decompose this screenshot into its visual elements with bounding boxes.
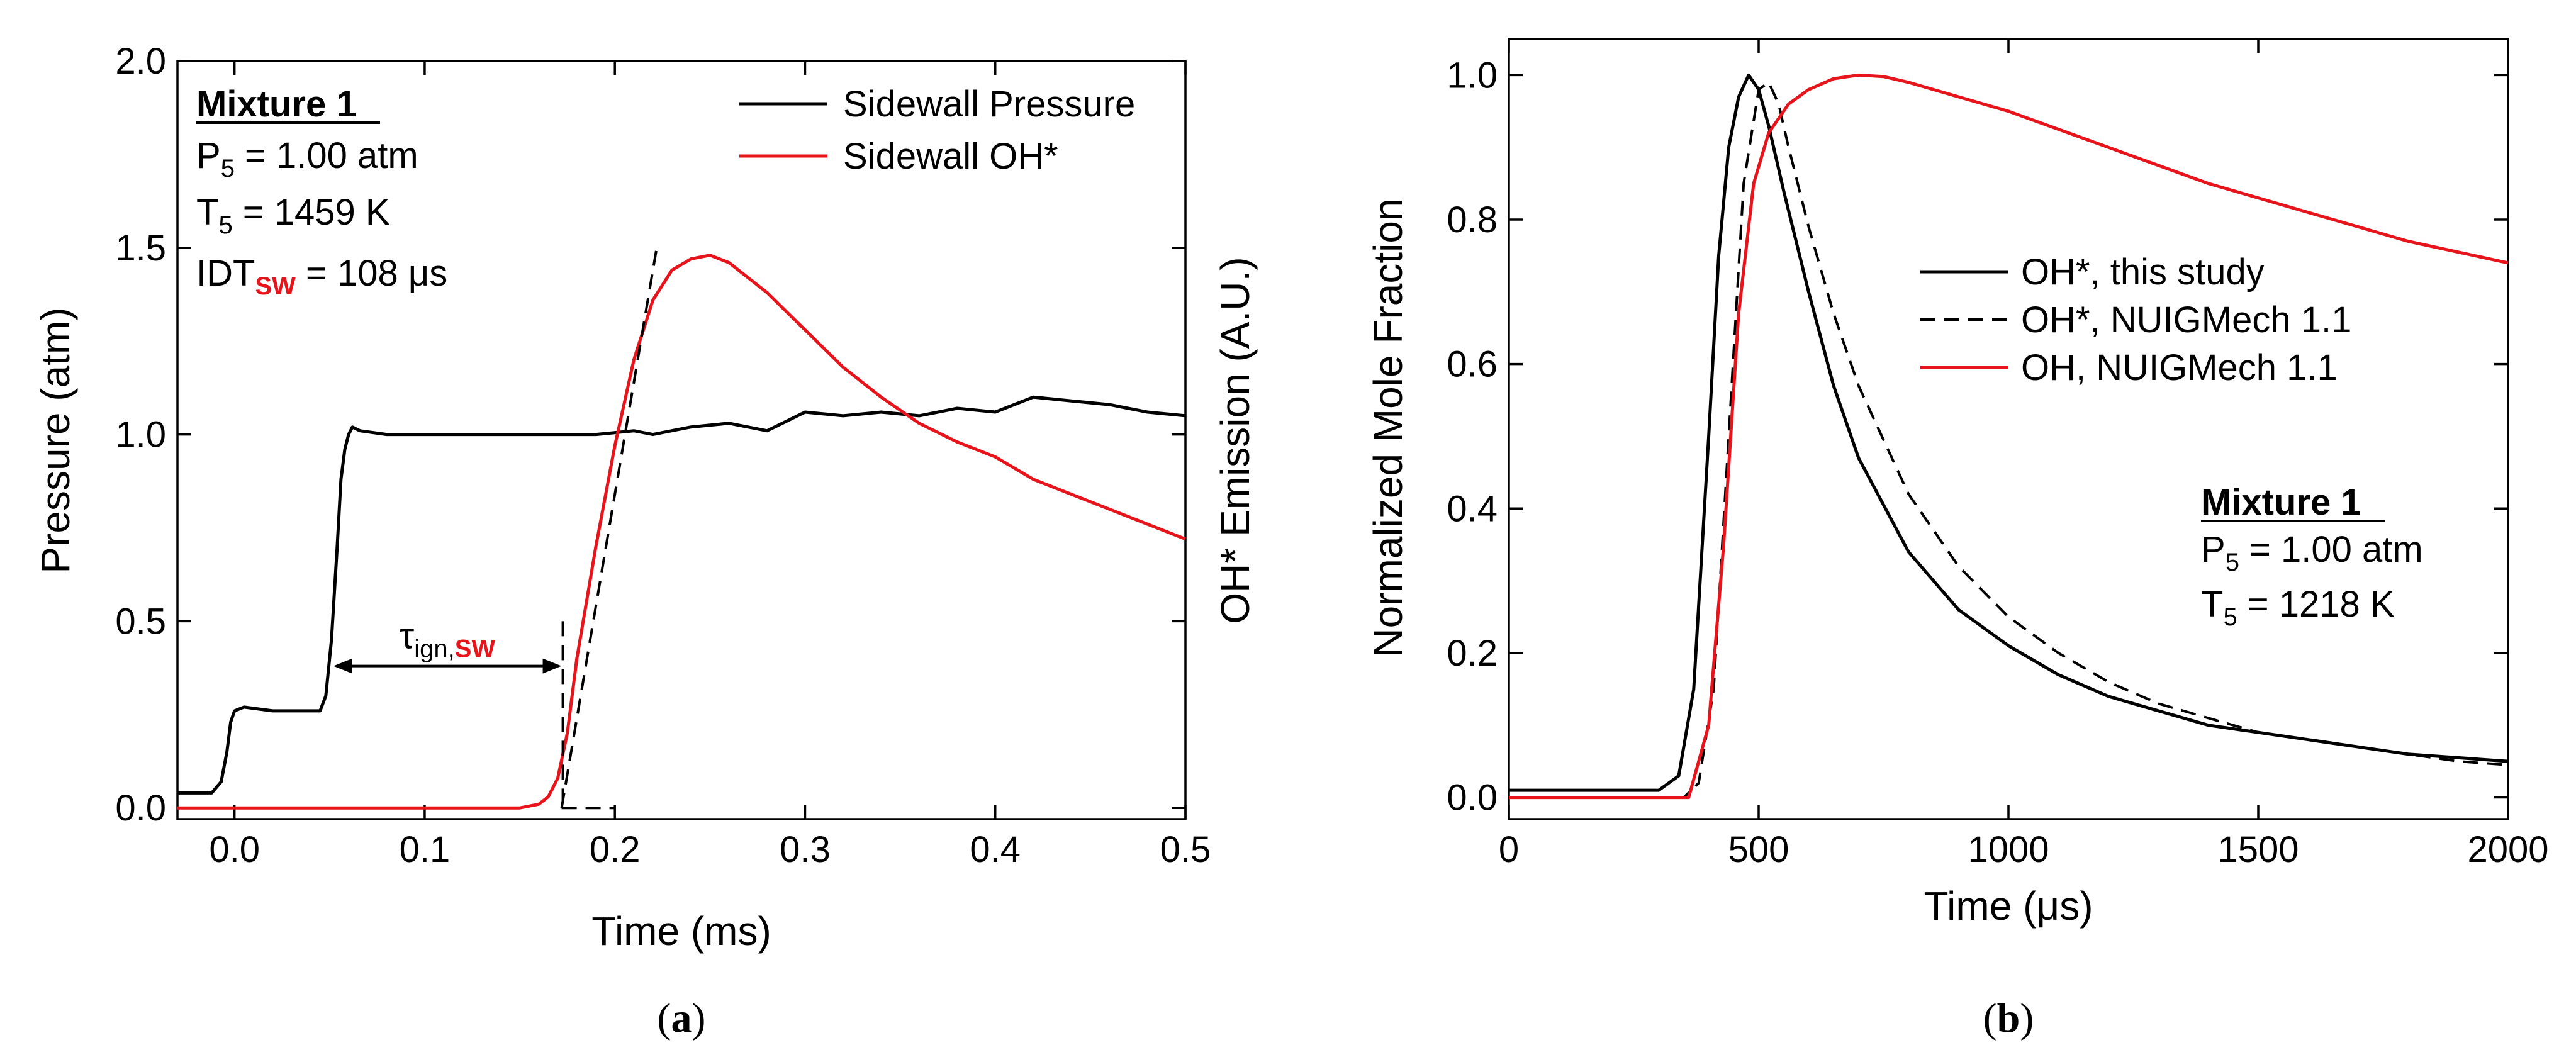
series-oh-nuigmech-1-1: [1509, 81, 2509, 799]
panel-b-series: [1509, 73, 2509, 800]
panel-a-y-ticks: 0.0 0.5 1.0 1.5 2.0: [115, 41, 1185, 829]
panel-b-x-label: Time (μs): [1924, 883, 2093, 929]
x-tick-label: 0: [1499, 829, 1519, 870]
panel-b-frame: [1508, 38, 2509, 820]
y-tick-label: 0.4: [1447, 488, 1498, 529]
series-sidewall-pressure: [177, 395, 1186, 795]
panel-b-legend: OH*, this study OH*, NUIGMech 1.1 OH, NU…: [1920, 252, 2351, 388]
panel-a-caption: (a): [658, 995, 706, 1041]
panel-a-tau-arrow-head-right: [542, 658, 562, 674]
panel-b-mixture-title: Mixture 1: [2201, 482, 2361, 523]
panel-a-y-label: Pressure (atm): [33, 307, 78, 573]
series-sidewall-oh: [177, 254, 1186, 810]
panel-a-mixture-box: Mixture 1 P5 = 1.00 atm T5 = 1459 K IDTS…: [196, 84, 447, 300]
y-tick-label: 0.0: [1447, 778, 1498, 819]
panel-a-legend-label-pressure: Sidewall Pressure: [843, 84, 1135, 125]
panel-a-legend-label-oh: Sidewall OH*: [843, 136, 1058, 177]
panel-a-idt-line: IDTSW = 108 μs: [196, 253, 447, 300]
panel-a-mixture-title: Mixture 1: [196, 84, 357, 125]
x-tick-label: 0.0: [209, 829, 260, 870]
y-tick-label: 0.8: [1447, 199, 1498, 240]
series-oh-this-study: [1509, 73, 2509, 792]
panel-b-legend-label-oh-star-nuig: OH*, NUIGMech 1.1: [2021, 299, 2351, 340]
panel-a: 0.0 0.1 0.2 0.3 0.4 0.5 0.0 0.5 1.0 1.5 2.0 Time …: [33, 41, 1258, 1041]
x-tick-label: 1000: [1968, 829, 2049, 870]
panel-b-legend-label-oh-star-study: OH*, this study: [2021, 252, 2265, 293]
x-tick-label: 2000: [2467, 829, 2548, 870]
x-tick-label: 0.3: [780, 829, 831, 870]
panel-b-legend-label-oh-nuig: OH, NUIGMech 1.1: [2021, 347, 2338, 388]
panel-a-tau-annotation: τign,SW: [333, 616, 562, 674]
panel-a-tau-arrow-head-left: [333, 658, 352, 674]
panel-b-t5-line: T5 = 1218 K: [2201, 584, 2395, 631]
series-oh-nuigmech-1-1: [1509, 73, 2509, 800]
panel-a-y-label-right: OH* Emission (A.U.): [1212, 257, 1258, 623]
panel-b-y-label: Normalized Mole Fraction: [1365, 198, 1411, 657]
x-tick-label: 500: [1728, 829, 1789, 870]
x-tick-label: 1500: [2217, 829, 2299, 870]
panel-a-series: [177, 247, 1186, 810]
x-tick-label: 0.4: [970, 829, 1021, 870]
panel-b-p5-line: P5 = 1.00 atm: [2201, 529, 2423, 576]
panel-b-caption: (b): [1983, 995, 2034, 1041]
y-tick-label: 0.0: [115, 788, 166, 829]
panel-b-x-ticks: 0 500 1000 1500 2000: [1499, 39, 2549, 870]
panel-a-legend: Sidewall Pressure Sidewall OH*: [739, 84, 1135, 177]
panel-a-tau-label: τign,SW: [400, 616, 495, 663]
panel-a-x-label: Time (ms): [591, 908, 771, 954]
panel-a-frame: [176, 60, 1187, 820]
panel-b-mixture-box: Mixture 1 P5 = 1.00 atm T5 = 1218 K: [2201, 482, 2423, 631]
x-tick-label: 0.5: [1160, 829, 1211, 870]
y-tick-label: 0.6: [1447, 344, 1498, 385]
panel-a-t5-line: T5 = 1459 K: [196, 192, 390, 239]
y-tick-label: 1.5: [115, 228, 166, 269]
panel-b-y-ticks: 0.0 0.2 0.4 0.6 0.8 1.0: [1447, 55, 2508, 819]
y-tick-label: 1.0: [115, 415, 166, 455]
y-tick-label: 0.5: [115, 601, 166, 642]
series-extrapolation-dashed: [560, 247, 658, 808]
panel-a-p5-line: P5 = 1.00 atm: [196, 135, 418, 182]
panel-b: 0 500 1000 1500 2000 0.0 0.2 0.4 0.6 0.8 1.0 Time…: [1365, 38, 2549, 1041]
x-tick-label: 0.1: [400, 829, 451, 870]
y-tick-label: 1.0: [1447, 55, 1498, 96]
y-tick-label: 2.0: [115, 41, 166, 82]
y-tick-label: 0.2: [1447, 633, 1498, 674]
panel-a-x-ticks: 0.0 0.1 0.2 0.3 0.4 0.5: [209, 61, 1211, 870]
x-tick-label: 0.2: [590, 829, 641, 870]
